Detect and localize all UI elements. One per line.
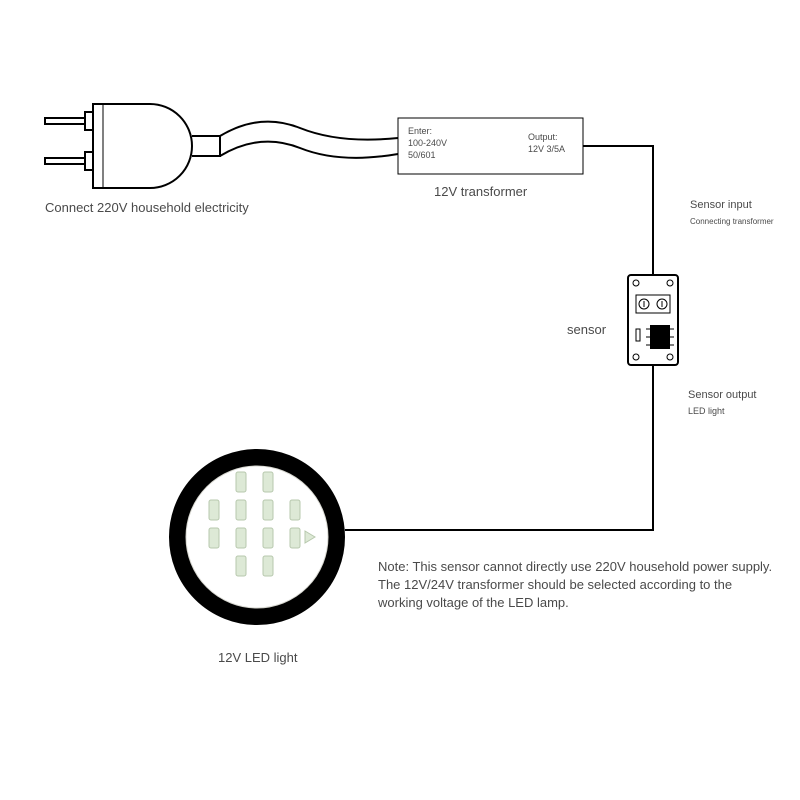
svg-text:Enter:: Enter:: [408, 126, 432, 136]
svg-text:12V 3/5A: 12V 3/5A: [528, 144, 565, 154]
power-plug: [45, 104, 398, 188]
wire-transformer-sensor: [583, 146, 653, 275]
transformer-caption: 12V transformer: [434, 184, 528, 199]
sensor-output-sub: LED light: [688, 406, 725, 416]
sensor-input-title: Sensor input: [690, 199, 752, 211]
led-caption: 12V LED light: [218, 650, 298, 665]
note-line-3: working voltage of the LED lamp.: [377, 595, 569, 610]
svg-text:50/601: 50/601: [408, 150, 436, 160]
wire-sensor-led: [345, 365, 653, 530]
sensor-module: [628, 275, 678, 365]
svg-text:Output:: Output:: [528, 132, 558, 142]
svg-text:100-240V: 100-240V: [408, 138, 447, 148]
sensor-caption: sensor: [567, 322, 607, 337]
plug-caption: Connect 220V household electricity: [45, 200, 249, 215]
note-line-1: Note: This sensor cannot directly use 22…: [378, 559, 772, 574]
sensor-input-sub: Connecting transformer: [690, 217, 774, 226]
sensor-output-title: Sensor output: [688, 389, 757, 401]
note-line-2: The 12V/24V transformer should be select…: [378, 577, 732, 592]
led-light: [178, 458, 337, 617]
